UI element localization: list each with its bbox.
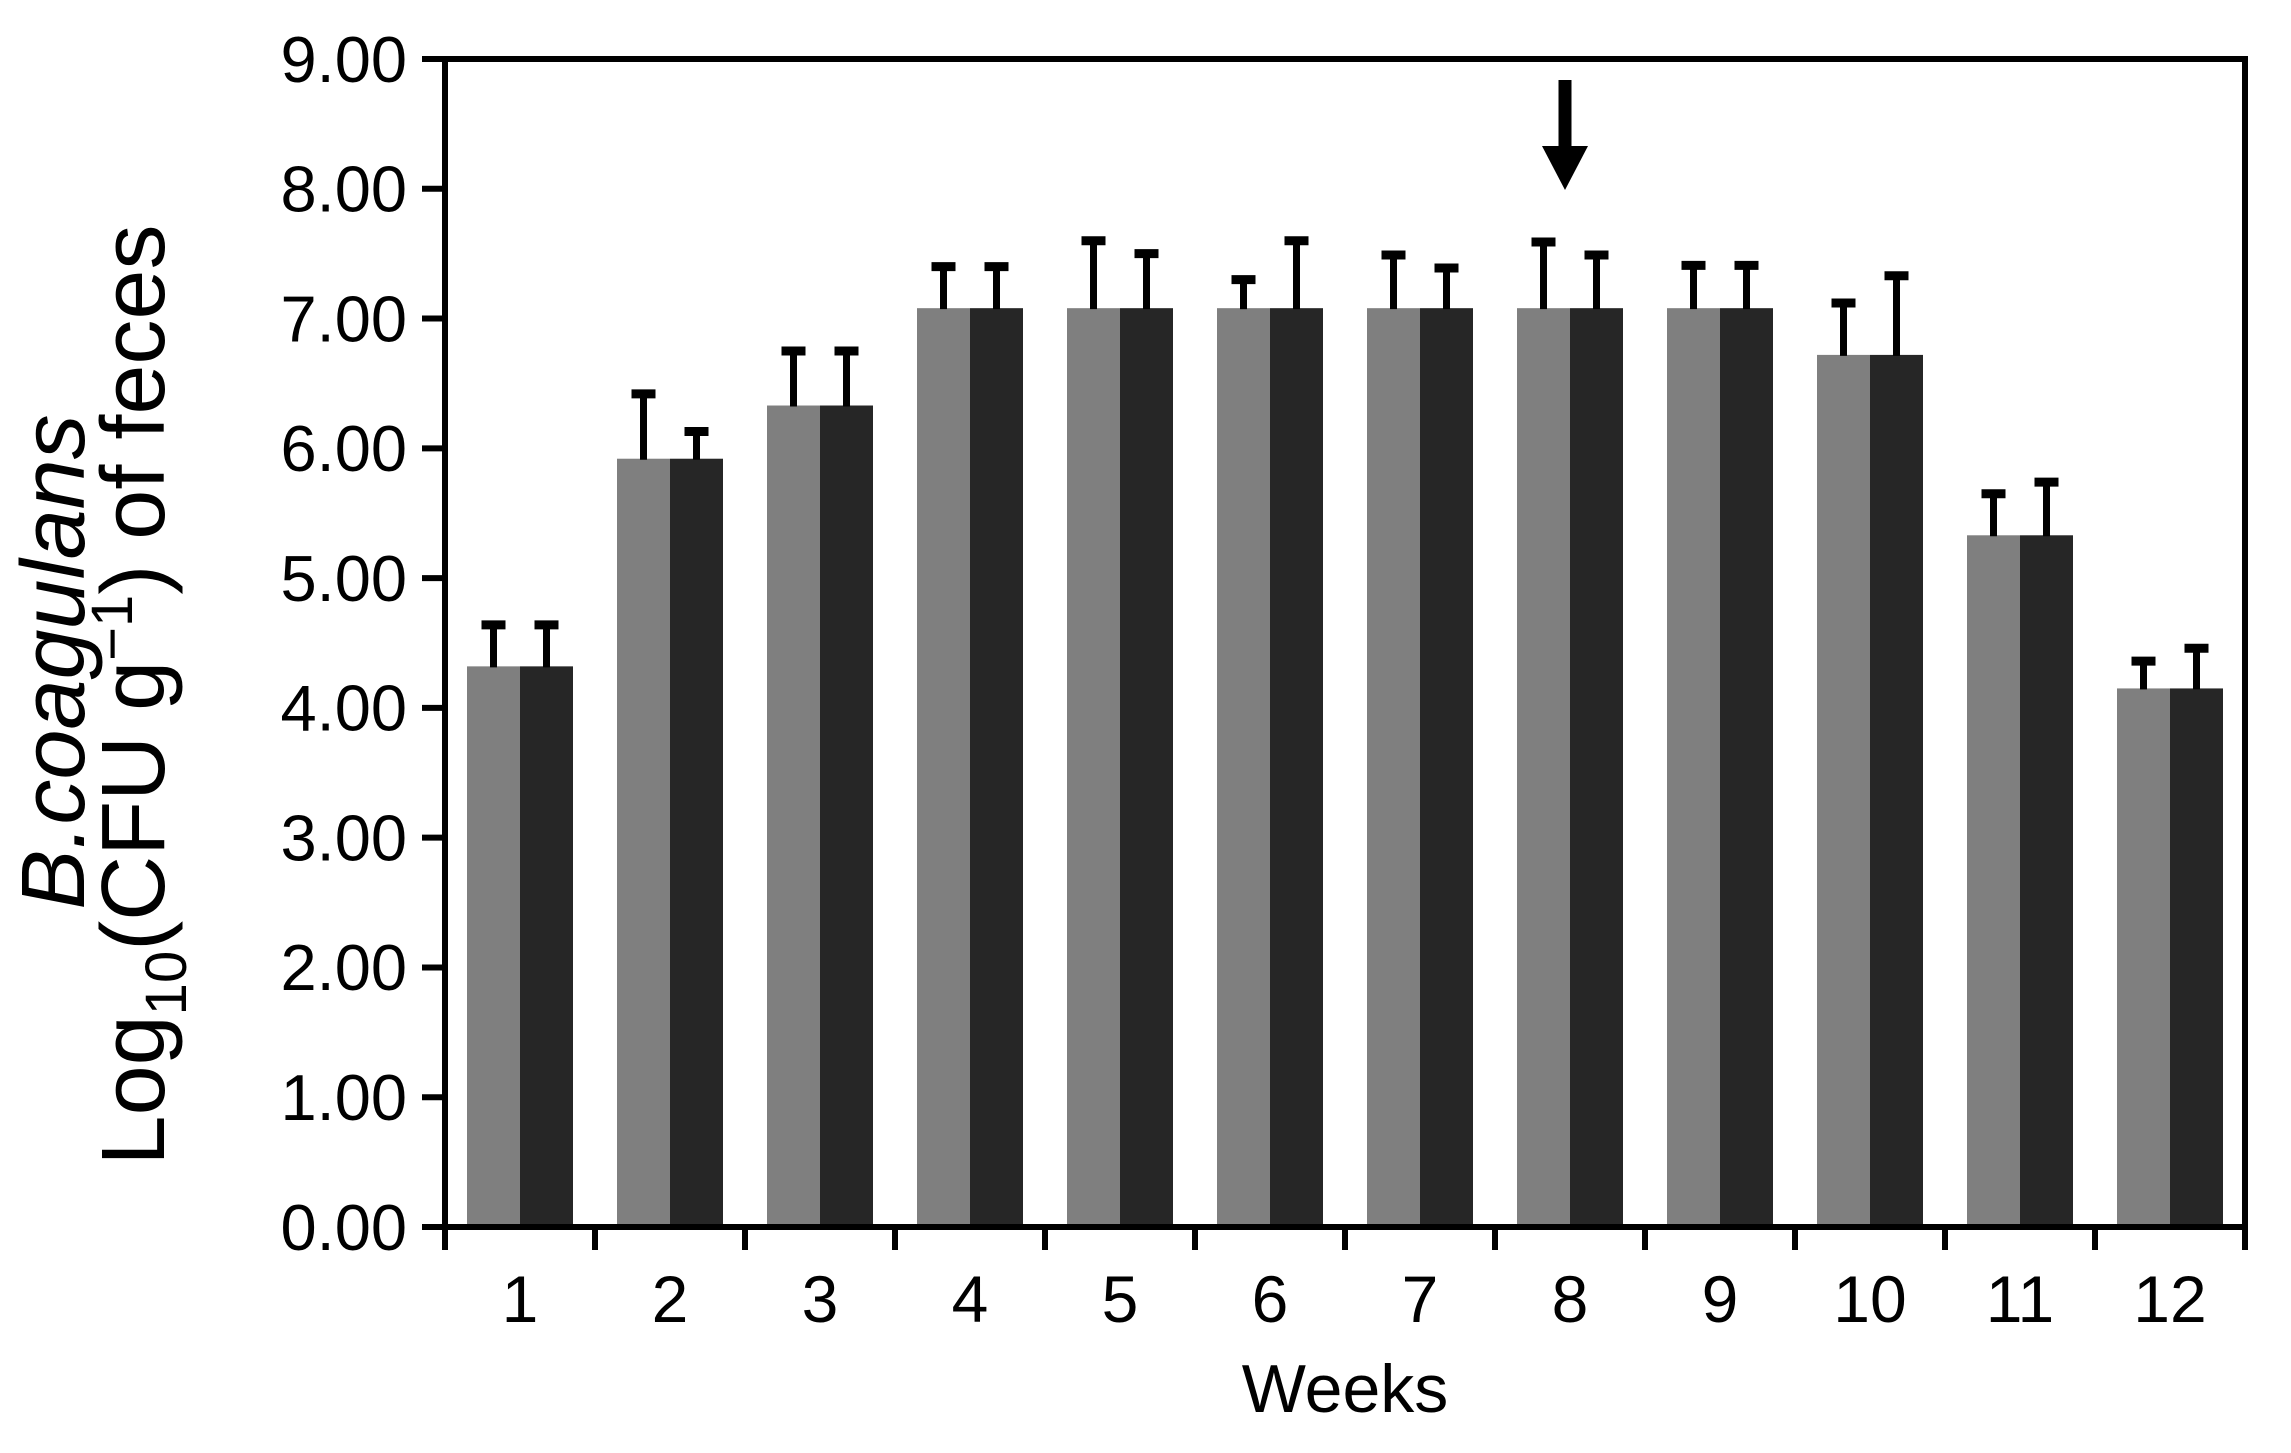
bar-week7-gray-series <box>1367 308 1420 1227</box>
week8-down-arrow-icon <box>1542 80 1588 190</box>
x-tick-label-3: 3 <box>802 1262 839 1336</box>
bar-week3-gray-series <box>767 405 820 1227</box>
bar-week5-gray-series <box>1067 308 1120 1227</box>
x-tick-label-9: 9 <box>1702 1262 1739 1336</box>
x-tick-label-2: 2 <box>652 1262 689 1336</box>
bar-week8-dark-series <box>1570 308 1623 1227</box>
bar-week12-gray-series <box>2117 688 2170 1227</box>
y-axis-title-part: ) of feces <box>84 225 184 595</box>
y-axis-title-part: 10 <box>134 951 199 1016</box>
bar-week6-dark-series <box>1270 308 1323 1227</box>
bar-week1-dark-series <box>520 666 573 1227</box>
x-tick-label-12: 12 <box>2133 1262 2206 1336</box>
y-tick-label-7.00: 7.00 <box>280 282 407 355</box>
y-tick-label-4.00: 4.00 <box>280 672 407 745</box>
y-tick-label-2.00: 2.00 <box>280 931 407 1004</box>
x-tick-label-4: 4 <box>952 1262 989 1336</box>
x-tick-label-8: 8 <box>1552 1262 1589 1336</box>
x-tick-label-1: 1 <box>502 1262 539 1336</box>
bar-week7-dark-series <box>1420 308 1473 1227</box>
bar-week1-gray-series <box>467 666 520 1227</box>
bar-week9-dark-series <box>1720 308 1773 1227</box>
y-tick-label-0.00: 0.00 <box>280 1191 407 1264</box>
x-tick-label-7: 7 <box>1402 1262 1439 1336</box>
bar-week11-gray-series <box>1967 535 2020 1227</box>
y-tick-label-8.00: 8.00 <box>280 153 407 226</box>
x-tick-label-11: 11 <box>1986 1262 2055 1336</box>
y-tick-label-9.00: 9.00 <box>280 23 407 96</box>
y-axis-title-part: (CFU g <box>84 661 184 951</box>
x-tick-label-10: 10 <box>1833 1262 1906 1336</box>
arrow-shaft <box>1558 80 1572 148</box>
bar-week4-gray-series <box>917 308 970 1227</box>
x-tick-label-6: 6 <box>1252 1262 1289 1336</box>
bar-week2-gray-series <box>617 458 670 1227</box>
bar-week12-dark-series <box>2170 688 2223 1227</box>
y-tick-label-1.00: 1.00 <box>280 1061 407 1134</box>
bar-week3-dark-series <box>820 405 873 1227</box>
y-axis-title-line2: Log10(CFU g−1) of feces <box>80 225 199 1166</box>
y-axis-title-part: −1 <box>80 595 145 661</box>
y-axis-title-line1: B.coagulans <box>4 414 104 909</box>
bar-week8-gray-series <box>1517 308 1570 1227</box>
y-tick-label-3.00: 3.00 <box>280 801 407 874</box>
arrow-head <box>1542 146 1588 190</box>
bar-week2-dark-series <box>670 458 723 1227</box>
bar-week10-gray-series <box>1817 354 1870 1228</box>
bar-week6-gray-series <box>1217 308 1270 1227</box>
bar-week4-dark-series <box>970 308 1023 1227</box>
y-axis-title-part: Log <box>84 1015 184 1165</box>
bar-week11-dark-series <box>2020 535 2073 1227</box>
y-tick-label-5.00: 5.00 <box>280 542 407 615</box>
y-tick-label-6.00: 6.00 <box>280 412 407 485</box>
bar-week9-gray-series <box>1667 308 1720 1227</box>
x-tick-label-5: 5 <box>1102 1262 1139 1336</box>
bar-week10-dark-series <box>1870 354 1923 1228</box>
bar-week5-dark-series <box>1120 308 1173 1227</box>
x-axis-title: Weeks <box>1242 1351 1449 1427</box>
